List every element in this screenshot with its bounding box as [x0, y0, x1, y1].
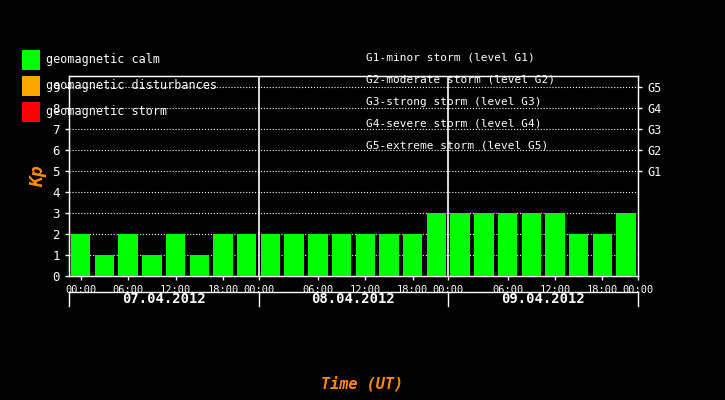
Text: 09.04.2012: 09.04.2012 [501, 292, 585, 306]
Bar [237, 234, 257, 276]
Text: geomagnetic storm: geomagnetic storm [46, 106, 167, 118]
Bar [213, 234, 233, 276]
Bar [474, 213, 494, 276]
Text: 07.04.2012: 07.04.2012 [122, 292, 206, 306]
Text: Time (UT): Time (UT) [321, 376, 404, 392]
Bar [355, 234, 375, 276]
Bar [95, 255, 114, 276]
Bar [450, 213, 470, 276]
Bar [403, 234, 423, 276]
Bar [379, 234, 399, 276]
Y-axis label: Kp: Kp [29, 165, 47, 187]
Text: geomagnetic calm: geomagnetic calm [46, 54, 160, 66]
Text: geomagnetic disturbances: geomagnetic disturbances [46, 80, 217, 92]
Text: G3-strong storm (level G3): G3-strong storm (level G3) [366, 97, 542, 107]
Text: G2-moderate storm (level G2): G2-moderate storm (level G2) [366, 75, 555, 85]
Bar [308, 234, 328, 276]
Bar [545, 213, 565, 276]
Text: G4-severe storm (level G4): G4-severe storm (level G4) [366, 119, 542, 129]
Bar [521, 213, 541, 276]
Bar [593, 234, 612, 276]
Bar [189, 255, 209, 276]
Bar [261, 234, 280, 276]
Bar [71, 234, 91, 276]
Bar [166, 234, 186, 276]
Bar [616, 213, 636, 276]
Text: G5-extreme storm (level G5): G5-extreme storm (level G5) [366, 141, 548, 151]
Bar [569, 234, 589, 276]
Bar [284, 234, 304, 276]
Text: G1-minor storm (level G1): G1-minor storm (level G1) [366, 53, 535, 63]
Bar [142, 255, 162, 276]
Bar [498, 213, 518, 276]
Bar [427, 213, 446, 276]
Bar [118, 234, 138, 276]
Text: 08.04.2012: 08.04.2012 [312, 292, 395, 306]
Bar [332, 234, 352, 276]
